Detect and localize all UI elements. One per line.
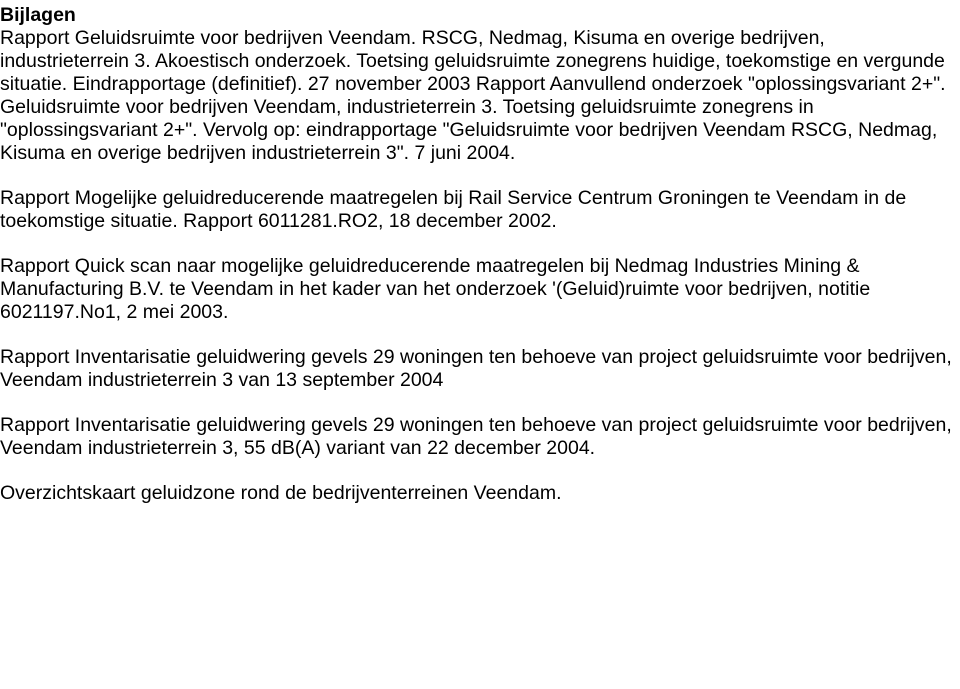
heading-bijlagen: Bijlagen	[0, 4, 76, 26]
paragraph-5: Rapport Inventarisatie geluidwering geve…	[0, 414, 952, 460]
paragraph-2: Rapport Mogelijke geluidreducerende maat…	[0, 187, 952, 233]
paragraph-4: Rapport Inventarisatie geluidwering geve…	[0, 346, 952, 392]
paragraph-6: Overzichtskaart geluidzone rond de bedri…	[0, 482, 952, 505]
document-page: Bijlagen Rapport Geluidsruimte voor bedr…	[0, 0, 960, 505]
heading-block: Bijlagen	[0, 4, 952, 27]
paragraph-3: Rapport Quick scan naar mogelijke geluid…	[0, 255, 952, 324]
paragraph-1: Rapport Geluidsruimte voor bedrijven Vee…	[0, 27, 952, 165]
